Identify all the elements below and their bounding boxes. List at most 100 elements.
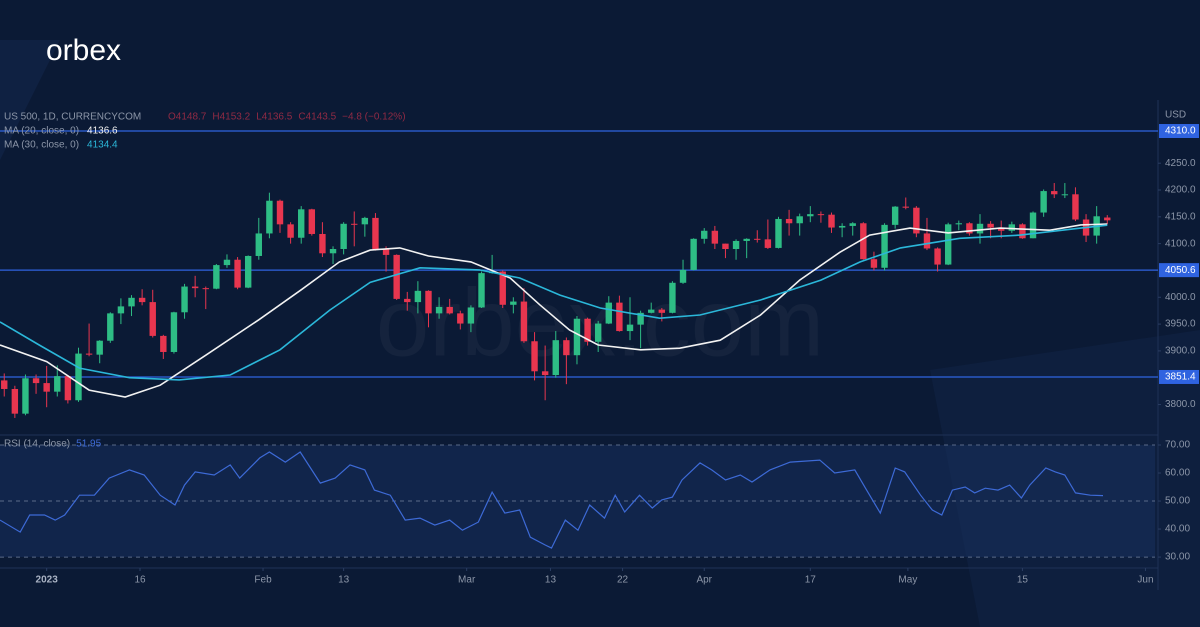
candle-body	[255, 233, 262, 256]
candle-body	[181, 286, 188, 313]
candle-body	[510, 301, 517, 305]
candle-body	[308, 209, 316, 234]
candle-body	[891, 206, 899, 225]
candle-body	[902, 206, 909, 208]
candle-body	[138, 297, 146, 303]
candle-body	[817, 214, 825, 216]
candle-body	[287, 224, 294, 238]
candle-body	[160, 335, 167, 352]
x-tick-label: Apr	[696, 575, 712, 586]
y-tick-label: 60.00	[1165, 468, 1190, 479]
candle-body	[191, 286, 199, 289]
y-tick-label: 4150.0	[1165, 211, 1196, 222]
x-tick-label: 13	[545, 575, 557, 586]
y-tick-label: 4000.0	[1165, 292, 1196, 303]
x-tick-label: 17	[805, 575, 817, 586]
candle-body	[361, 217, 369, 225]
y-tick-label: 4200.0	[1165, 185, 1196, 196]
candle-body	[881, 224, 888, 268]
y-tick-label: 4100.0	[1165, 238, 1196, 249]
candle-body	[998, 227, 1005, 231]
candle-body	[329, 249, 337, 254]
candle-body	[913, 207, 920, 234]
candle-body	[223, 259, 231, 266]
candle-body	[478, 273, 485, 308]
legend-name: MA (30, close, 0)	[4, 140, 79, 151]
candle-body	[743, 238, 750, 241]
candle-body	[128, 297, 135, 307]
candle-body	[860, 223, 867, 260]
ma-line	[0, 223, 1108, 398]
ma-line	[0, 224, 1108, 381]
candle-body	[573, 318, 581, 356]
candle-body	[1051, 191, 1058, 195]
x-tick-label: Mar	[458, 575, 476, 586]
candle-body	[616, 302, 623, 332]
y-tick-label: 50.00	[1165, 496, 1190, 507]
candle-body	[732, 240, 740, 250]
candle-body	[722, 243, 729, 250]
ohlc-value: L4136.5	[256, 112, 293, 123]
candle-body	[870, 259, 878, 268]
candle-body	[351, 223, 358, 225]
candle-body	[934, 248, 941, 265]
level-label: 4050.6	[1165, 265, 1196, 276]
x-tick-label: 22	[617, 575, 629, 586]
candle-body	[785, 218, 793, 224]
candle-body	[944, 224, 952, 265]
logo: orbex	[46, 34, 121, 67]
candle-body	[404, 298, 411, 303]
candle-body	[372, 217, 379, 250]
candle-body	[690, 238, 697, 270]
candle-body	[658, 309, 666, 313]
y-tick-label: 4250.0	[1165, 158, 1196, 169]
candle-body	[764, 239, 772, 248]
ohlc-value: −4.8 (−0.12%)	[342, 112, 405, 123]
candle-body	[966, 223, 973, 234]
candle-body	[679, 269, 687, 283]
candle-body	[170, 312, 178, 352]
level-tag	[1159, 124, 1199, 139]
candle-body	[117, 306, 125, 314]
candle-body	[467, 307, 475, 324]
candle-body	[552, 340, 559, 376]
candle-body	[425, 290, 432, 314]
candle-body	[775, 218, 782, 248]
candle-body	[711, 230, 719, 244]
candle-body	[1104, 217, 1111, 221]
axis-unit: USD	[1165, 110, 1186, 121]
candle-body	[955, 223, 962, 225]
candle-body	[266, 200, 273, 234]
x-tick-label: Jun	[1137, 575, 1153, 586]
candle-body	[1061, 194, 1069, 196]
candle-body	[276, 200, 284, 225]
candle-body	[701, 230, 708, 239]
candle-body	[382, 249, 390, 255]
candle-body	[234, 259, 241, 288]
candle-body	[319, 233, 326, 254]
candle-body	[107, 313, 114, 341]
legend-name: MA (20, close, 0)	[4, 126, 79, 137]
x-tick-label: May	[898, 575, 917, 586]
y-tick-label: 30.00	[1165, 552, 1190, 563]
candle-body	[75, 353, 82, 401]
candle-body	[520, 301, 528, 342]
candle-body	[531, 341, 538, 372]
candle-body	[85, 353, 93, 355]
y-tick-label: 40.00	[1165, 524, 1190, 535]
candle-body	[838, 225, 846, 228]
candle-body	[11, 388, 19, 414]
candle-body	[64, 376, 72, 401]
ohlc-value: H4153.2	[212, 112, 250, 123]
candle-body	[32, 378, 40, 384]
candle-body	[1008, 224, 1016, 231]
candle-body	[149, 302, 156, 336]
candle-body	[96, 340, 103, 355]
candle-body	[584, 318, 591, 342]
level-label: 4310.0	[1165, 126, 1196, 137]
candle-body	[648, 309, 655, 313]
legend-symbol: US 500, 1D, CURRENCYCOM	[4, 112, 141, 123]
x-tick-label: 16	[134, 575, 146, 586]
x-tick-label: Feb	[254, 575, 272, 586]
legend-value: 4136.6	[87, 126, 118, 137]
